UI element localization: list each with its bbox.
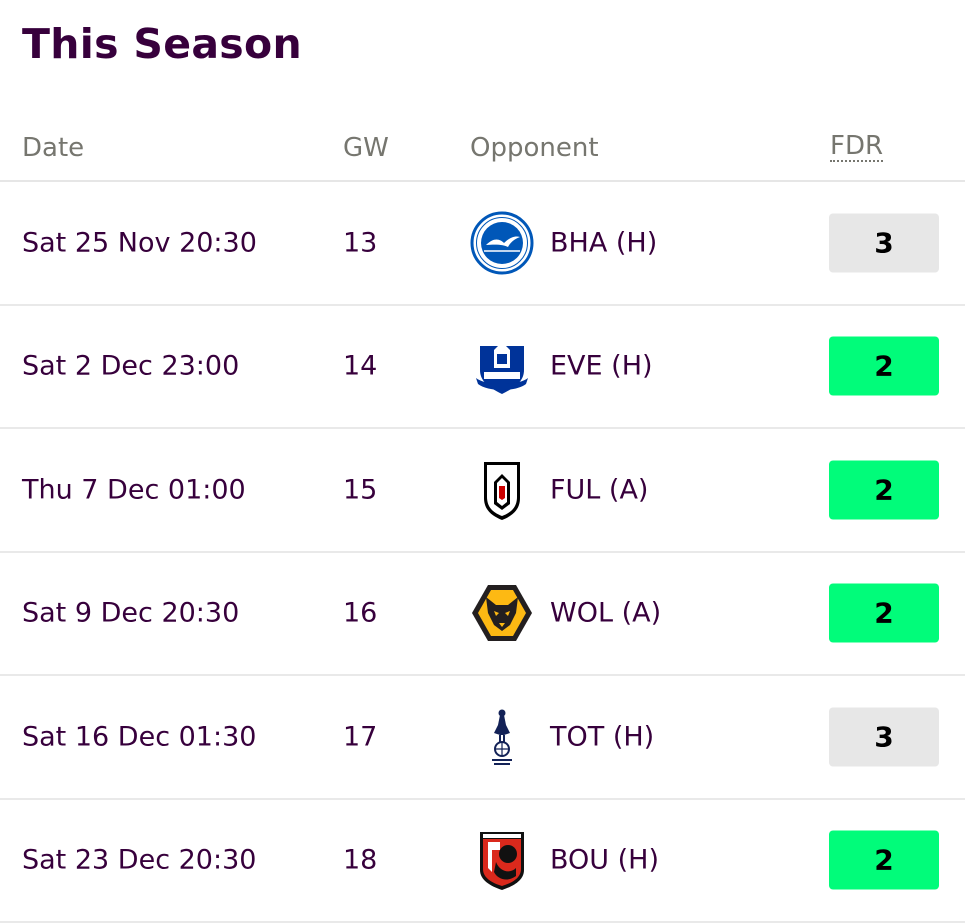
fdr-badge: 2 — [829, 584, 939, 643]
fixture-opponent: EVE (H) — [550, 351, 653, 382]
column-header-opponent: Opponent — [470, 132, 599, 164]
fdr-badge: 3 — [829, 707, 939, 766]
fixture-gameweek: 17 — [343, 721, 377, 752]
brighton-crest-icon — [470, 211, 534, 275]
fixture-date: Sat 2 Dec 23:00 — [22, 351, 239, 382]
table-header: Date GW Opponent FDR — [0, 118, 965, 182]
fixture-opponent: BOU (H) — [550, 845, 659, 876]
table-row: Sat 2 Dec 23:00 14 EVE (H) 2 — [0, 306, 965, 430]
fulham-crest-icon — [470, 458, 534, 522]
table-row: Sat 16 Dec 01:30 17 TOT (H) 3 — [0, 676, 965, 800]
fixture-gameweek: 16 — [343, 598, 377, 629]
fixtures-table-body: Sat 25 Nov 20:30 13 BHA (H) 3 Sat 2 Dec … — [0, 182, 965, 923]
fixture-opponent: FUL (A) — [550, 474, 648, 505]
column-header-gw: GW — [343, 132, 389, 164]
fixture-date: Thu 7 Dec 01:00 — [22, 474, 246, 505]
fixture-date: Sat 23 Dec 20:30 — [22, 845, 256, 876]
table-row: Thu 7 Dec 01:00 15 FUL (A) 2 — [0, 429, 965, 553]
fdr-badge: 3 — [829, 213, 939, 272]
fixture-date: Sat 16 Dec 01:30 — [22, 721, 256, 752]
fixture-gameweek: 18 — [343, 845, 377, 876]
tottenham-crest-icon — [470, 705, 534, 769]
wolves-crest-icon — [470, 581, 534, 645]
fixture-gameweek: 14 — [343, 351, 377, 382]
fixture-gameweek: 13 — [343, 227, 377, 258]
fixture-opponent: BHA (H) — [550, 227, 657, 258]
fixture-date: Sat 25 Nov 20:30 — [22, 227, 257, 258]
bournemouth-crest-icon — [470, 828, 534, 892]
page-title: This Season — [22, 20, 302, 68]
table-row: Sat 23 Dec 20:30 18 BOU (H) 2 — [0, 800, 965, 923]
everton-crest-icon — [470, 334, 534, 398]
column-header-date: Date — [22, 132, 84, 164]
fixture-date: Sat 9 Dec 20:30 — [22, 598, 239, 629]
table-row: Sat 9 Dec 20:30 16 WOL (A) 2 — [0, 553, 965, 677]
table-row: Sat 25 Nov 20:30 13 BHA (H) 3 — [0, 182, 965, 306]
fixture-opponent: WOL (A) — [550, 598, 661, 629]
fixture-opponent: TOT (H) — [550, 721, 654, 752]
fdr-badge: 2 — [829, 337, 939, 396]
fdr-badge: 2 — [829, 460, 939, 519]
column-header-fdr[interactable]: FDR — [830, 132, 883, 162]
fdr-badge: 2 — [829, 831, 939, 890]
fixture-gameweek: 15 — [343, 474, 377, 505]
